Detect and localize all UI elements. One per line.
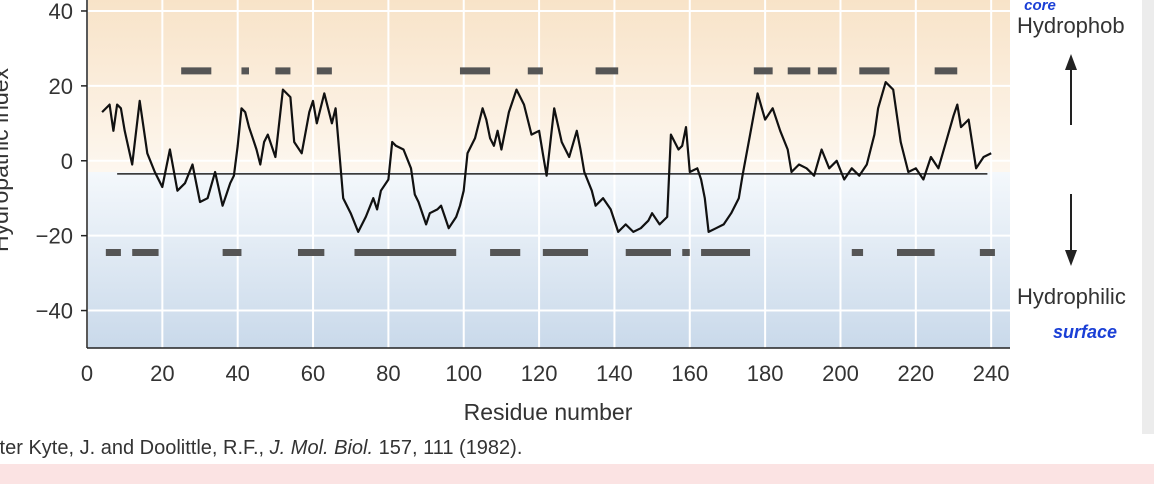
page-edge [1142,0,1154,434]
y-tick-labels: −40 −20 0 20 40 [36,0,73,324]
x-tick-label: 80 [376,361,400,386]
x-tick-label: 140 [596,361,633,386]
y-tick-label: −20 [36,224,73,249]
x-tick-label: 40 [225,361,249,386]
hydropathy-series-line [101,80,992,233]
hydrophilic-note: surface [1053,322,1117,342]
x-tick-label: 160 [671,361,708,386]
citation-journal: J. Mol. Biol. [269,437,374,459]
x-tick-labels: 0 20 40 60 80 100 120 140 160 180 200 220 240 [81,361,1010,386]
y-tick-label: 40 [49,0,73,24]
citation: fter Kyte, J. and Doolittle, R.F., J. Mo… [0,434,1154,462]
citation-details: 157, 111 (1982). [373,437,523,459]
up-arrow-icon [1065,54,1077,125]
y-axis-label: Hydropathic index [0,67,13,252]
citation-authors: fter Kyte, J. and Doolittle, R.F., [0,437,270,459]
hydrophobic-note: core [1024,0,1056,14]
x-tick-label: 0 [81,361,93,386]
x-axis-label: Residue number [464,399,633,425]
x-tick-label: 240 [973,361,1010,386]
y-tick-label: 20 [49,74,73,99]
x-tick-label: 200 [822,361,859,386]
axes [81,0,1010,349]
x-tick-label: 120 [521,361,558,386]
footer-band [0,464,1154,484]
y-tick-label: 0 [61,149,73,174]
hydrophilic-region [87,172,1010,348]
x-tick-label: 220 [897,361,934,386]
hydrophobic-label: Hydrophob [1017,13,1125,38]
hydropathy-chart: 0 20 40 60 80 100 120 140 160 180 200 220 240 −40−20… [0,0,1126,425]
hydrophilic-label: Hydrophilic [1017,284,1126,309]
x-tick-label: 100 [445,361,482,386]
segment-bars [105,67,995,257]
down-arrow-icon [1065,194,1077,266]
y-tick-label: −40 [36,299,73,324]
x-tick-label: 20 [150,361,174,386]
x-tick-label: 60 [301,361,325,386]
x-tick-label: 180 [747,361,784,386]
